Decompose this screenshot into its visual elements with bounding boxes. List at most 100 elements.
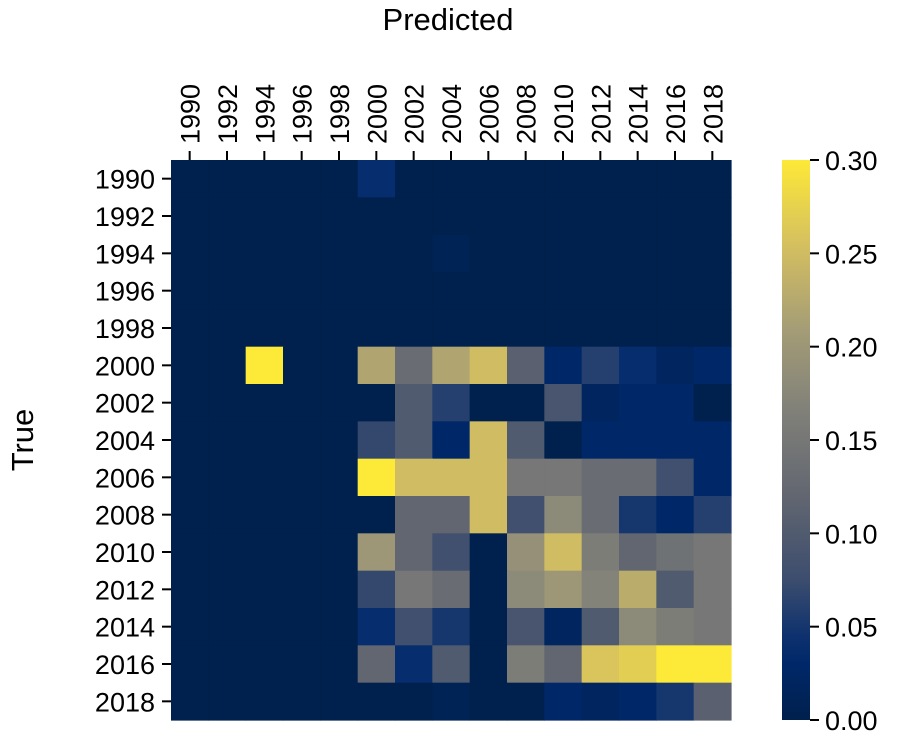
heatmap-cell [283,645,321,684]
x-tick-label: 1996 [288,84,318,144]
heatmap-cell [395,458,433,497]
colorbar-tick-label: 0.30 [825,146,878,176]
heatmap-cell [693,533,732,572]
heatmap-cell [357,496,396,534]
heatmap-cell [693,272,732,310]
heatmap-cell [544,346,583,385]
heatmap-cell [581,533,620,572]
heatmap-cell [208,421,247,460]
heatmap-cell [693,682,732,721]
heatmap-cell [469,570,508,609]
heatmap-cell [619,309,657,348]
heatmap-cell [581,458,620,497]
heatmap-cell [469,234,508,273]
heatmap-cell [208,197,247,236]
y-tick-label: 2010 [95,538,155,568]
heatmap-cell [619,458,657,497]
heatmap-cell [171,570,209,609]
y-tick-label: 2016 [95,650,155,680]
heatmap-cell [581,421,620,460]
heatmap-cell [283,384,321,422]
heatmap-cell [507,346,545,385]
colorbar-axis: 0.00 0.05 0.10 0.15 0.20 0.25 0.30 [810,146,878,736]
heatmap-cell [395,346,433,385]
colorbar-tick-label: 0.00 [825,706,878,736]
x-tick-label: 2002 [400,84,430,144]
heatmap-cell [619,346,657,385]
y-tick-label: 2002 [95,389,155,419]
heatmap-cell [432,384,471,422]
y-axis-title: True [5,409,40,472]
heatmap-cell [171,272,209,310]
heatmap-cell [581,682,620,721]
heatmap-cell [171,309,209,348]
heatmap-cell [245,645,284,684]
heatmap-cell [469,458,508,497]
heatmap-cell [432,570,471,609]
heatmap-cell [283,496,321,534]
heatmap-cell [283,570,321,609]
heatmap-cell [544,309,583,348]
heatmap-cell [619,384,657,422]
heatmap-cell [432,309,471,348]
heatmap-cell [357,608,396,646]
heatmap-cell [357,421,396,460]
heatmap-cell [693,458,732,497]
heatmap-cell [357,346,396,385]
heatmap-cell [395,384,433,422]
heatmap-cell [507,608,545,646]
heatmap-cell [245,234,284,273]
heatmap-cell [693,234,732,273]
heatmap-cell [395,160,433,198]
heatmap-cell [544,160,583,198]
heatmap-cell [432,421,471,460]
heatmap-cell [432,496,471,534]
heatmap-cell [208,384,247,422]
heatmap-cell [320,197,359,236]
heatmap-cell [245,384,284,422]
heatmap-cell [171,608,209,646]
heatmap-cell [581,384,620,422]
heatmap-cell [469,197,508,236]
heatmap-cell [357,682,396,721]
heatmap-cell [581,272,620,310]
heatmap-cell [245,570,284,609]
heatmap-cell [171,645,209,684]
heatmap-cell [395,570,433,609]
heatmap-cell [693,384,732,422]
heatmap-cell [395,272,433,310]
heatmap-cell [432,608,471,646]
heatmap-cell [619,496,657,534]
heatmap-cell [171,496,209,534]
x-axis: 1990 1992 1994 1996 1998 2000 2002 2004 2006 2008… [176,84,728,160]
heatmap-cell [245,197,284,236]
heatmap-cell [245,272,284,310]
heatmap-cell [320,608,359,646]
x-tick-label: 2008 [512,84,542,144]
heatmap-cell [320,234,359,273]
heatmap-cell [283,533,321,572]
heatmap-cell [693,197,732,236]
heatmap-cells [171,160,732,721]
heatmap-cell [245,346,284,385]
heatmap-cell [656,533,695,572]
x-tick-label: 1994 [250,84,280,144]
heatmap-cell [432,682,471,721]
heatmap-cell [208,272,247,310]
y-tick-label: 2000 [95,351,155,381]
heatmap-cell [507,421,545,460]
x-tick-label: 1992 [213,84,243,144]
heatmap-cell [171,384,209,422]
heatmap-cell [469,533,508,572]
heatmap-cell [469,346,508,385]
heatmap-cell [544,234,583,273]
heatmap-cell [208,645,247,684]
heatmap-cell [581,496,620,534]
heatmap-cell [283,272,321,310]
heatmap-cell [619,234,657,273]
y-tick-label: 1998 [95,314,155,344]
heatmap-cell [581,309,620,348]
y-tick-label: 2012 [95,575,155,605]
heatmap-cell [395,608,433,646]
heatmap-cell [432,160,471,198]
